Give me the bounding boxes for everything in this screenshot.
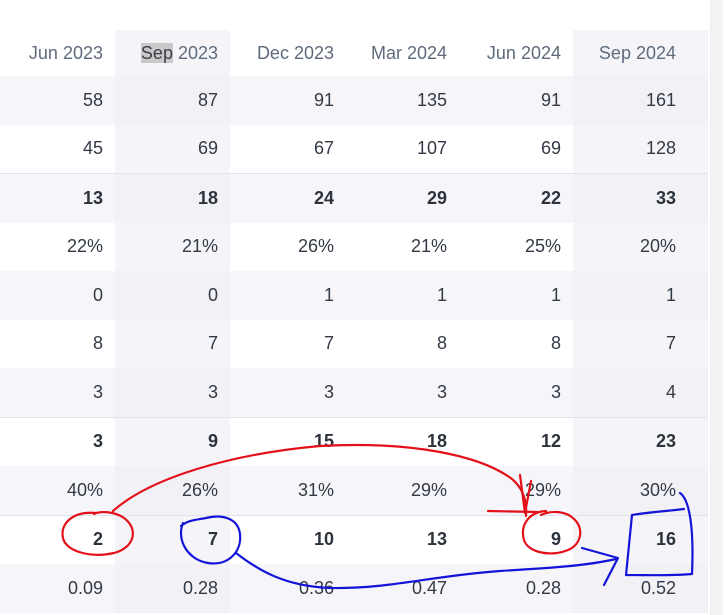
column-header-sep-2023[interactable]: Sep 2023: [115, 30, 230, 76]
table-cell: 18: [115, 173, 230, 223]
column-header-dec-2023[interactable]: Dec 2023: [230, 30, 346, 76]
header-row: Jun 2023 Sep 2023 Dec 2023 Mar 2024 Jun …: [0, 30, 708, 76]
table-cell: 3: [115, 368, 230, 417]
table-row: 8 7 7 8 8 7: [0, 319, 708, 368]
table-cell: 3: [346, 368, 459, 417]
table-cell: 135: [346, 76, 459, 125]
table-cell: 20%: [573, 222, 708, 271]
table-row: 40% 26% 31% 29% 29% 30%: [0, 466, 708, 515]
table-cell: 10: [230, 514, 346, 564]
table-cell: 67: [230, 124, 346, 174]
table-cell: 16: [573, 514, 708, 564]
table-cell: 0.47: [346, 564, 459, 613]
table-cell: 0.36: [230, 564, 346, 613]
column-header-jun-2024[interactable]: Jun 2024: [459, 30, 573, 76]
table-cell: 24: [230, 173, 346, 223]
table-cell: 1: [230, 271, 346, 320]
table-cell: 25%: [459, 222, 573, 271]
table-cell: 3: [0, 368, 115, 417]
table-cell: 29%: [346, 466, 459, 515]
table-row: 45 69 67 107 69 128: [0, 124, 708, 174]
table-cell: 8: [346, 319, 459, 368]
table-cell: 7: [115, 514, 230, 564]
table-cell: 0.52: [573, 564, 708, 613]
table-cell: 58: [0, 76, 115, 125]
table-cell: 8: [0, 319, 115, 368]
table-cell: 7: [230, 319, 346, 368]
table-cell: 3: [0, 416, 115, 466]
table-cell: 9: [459, 514, 573, 564]
table-cell: 4: [573, 368, 708, 417]
column-header-sep-2023-rest: 2023: [172, 42, 218, 63]
table-cell: 2: [0, 514, 115, 564]
table-cell: 0: [115, 271, 230, 320]
table-cell: 1: [573, 271, 708, 320]
table-cell: 40%: [0, 466, 115, 515]
table-cell: 33: [573, 173, 708, 223]
table-cell: 13: [0, 173, 115, 223]
table-cell: 0: [0, 271, 115, 320]
table-row: 58 87 91 135 91 161: [0, 76, 708, 125]
table-cell: 13: [346, 514, 459, 564]
table-cell: 3: [459, 368, 573, 417]
table-cell: 91: [459, 76, 573, 125]
financial-table: Jun 2023 Sep 2023 Dec 2023 Mar 2024 Jun …: [0, 30, 708, 613]
table-cell: 31%: [230, 466, 346, 515]
table-row: 0.09 0.28 0.36 0.47 0.28 0.52: [0, 564, 708, 613]
table-cell: 26%: [230, 222, 346, 271]
table-cell: 0.28: [459, 564, 573, 613]
column-header-mar-2024[interactable]: Mar 2024: [346, 30, 459, 76]
table-cell: 22: [459, 173, 573, 223]
table-cell: 161: [573, 76, 708, 125]
table-cell: 0.09: [0, 564, 115, 613]
table-cell: 87: [115, 76, 230, 125]
table-cell: 7: [115, 319, 230, 368]
table-row-total: 13 18 24 29 22 33: [0, 173, 708, 223]
table-cell: 0.28: [115, 564, 230, 613]
table-cell: 29%: [459, 466, 573, 515]
table-cell: 21%: [115, 222, 230, 271]
table-cell: 1: [459, 271, 573, 320]
table-cell: 15: [230, 416, 346, 466]
table-cell: 69: [459, 124, 573, 174]
table-row-total: 3 9 15 18 12 23: [0, 416, 708, 466]
table-row: 0 0 1 1 1 1: [0, 271, 708, 320]
table-row-total: 2 7 10 13 9 16: [0, 514, 708, 564]
table-cell: 26%: [115, 466, 230, 515]
table-cell: 22%: [0, 222, 115, 271]
table-cell: 21%: [346, 222, 459, 271]
table-row: 22% 21% 26% 21% 25% 20%: [0, 222, 708, 271]
selected-text-highlight: Sep: [140, 42, 173, 63]
table-cell: 29: [346, 173, 459, 223]
table-cell: 12: [459, 416, 573, 466]
column-header-sep-2024[interactable]: Sep 2024: [573, 30, 708, 76]
column-header-jun-2023[interactable]: Jun 2023: [0, 30, 115, 76]
scrollbar-thumb[interactable]: [710, 0, 723, 615]
table-cell: 3: [230, 368, 346, 417]
table-cell: 69: [115, 124, 230, 174]
table-cell: 30%: [573, 466, 708, 515]
table-cell: 9: [115, 416, 230, 466]
table-cell: 91: [230, 76, 346, 125]
table-cell: 8: [459, 319, 573, 368]
table-cell: 45: [0, 124, 115, 174]
table-cell: 23: [573, 416, 708, 466]
table-cell: 128: [573, 124, 708, 174]
table-cell: 1: [346, 271, 459, 320]
table-cell: 7: [573, 319, 708, 368]
table-cell: 107: [346, 124, 459, 174]
table-cell: 18: [346, 416, 459, 466]
table-row: 3 3 3 3 3 4: [0, 368, 708, 417]
